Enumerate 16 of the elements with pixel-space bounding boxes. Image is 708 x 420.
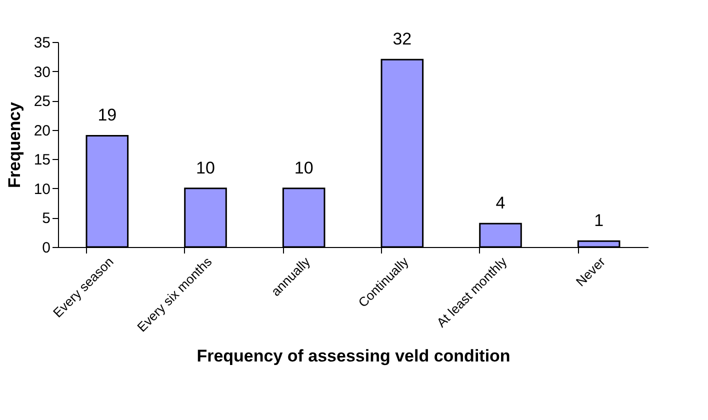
y-tick-label: 5: [42, 210, 50, 228]
y-tick-label: 30: [34, 64, 50, 81]
y-tick-label: 15: [34, 152, 50, 169]
data-label: 10: [294, 158, 314, 178]
data-label: 19: [98, 106, 117, 125]
data-label: 10: [196, 158, 215, 178]
y-tick-label: 10: [34, 180, 50, 198]
data-label: 4: [496, 194, 506, 213]
data-label: 32: [392, 30, 412, 49]
x-axis-title: Frequency of assessing veld condition: [196, 346, 510, 366]
y-axis-title: Frequency: [4, 101, 24, 188]
y-tick-label: 25: [34, 93, 50, 110]
y-tick-label: 35: [34, 34, 50, 52]
y-tick-label: 0: [42, 240, 50, 256]
data-label: 1: [594, 211, 604, 230]
y-tick-label: 20: [34, 122, 50, 140]
